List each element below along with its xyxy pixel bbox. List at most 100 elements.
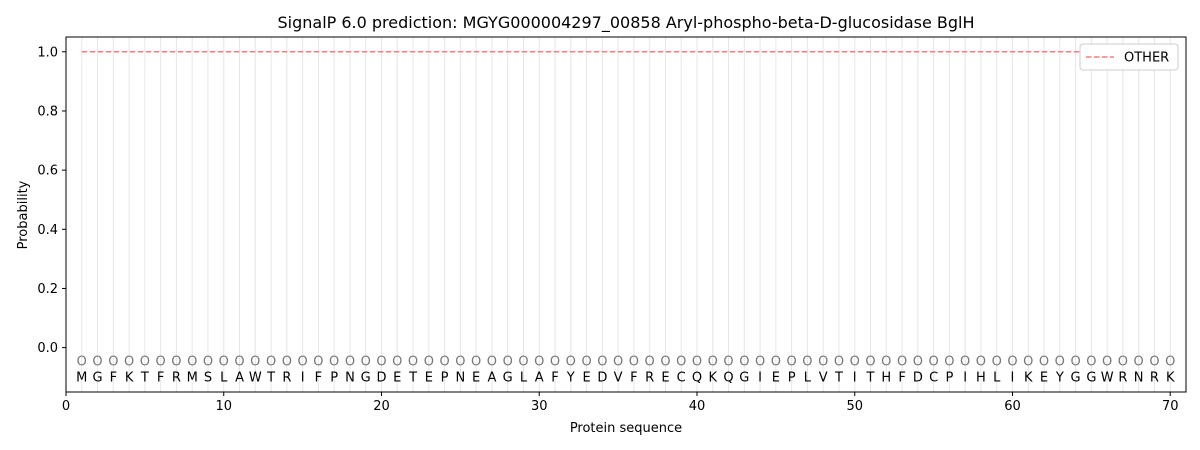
- y-tick-label: 0.6: [37, 164, 58, 179]
- residue-label: R: [1118, 371, 1127, 386]
- x-tick-label: 50: [846, 399, 863, 414]
- region-label: O: [755, 354, 765, 369]
- residue-label: F: [110, 371, 117, 386]
- residue-label: E: [582, 371, 590, 386]
- legend: OTHER: [1079, 43, 1179, 71]
- plot-frame: [65, 36, 1187, 393]
- region-label: O: [108, 354, 118, 369]
- legend-label-other: OTHER: [1124, 51, 1169, 66]
- region-label: O: [865, 354, 875, 369]
- region-label: O: [960, 354, 970, 369]
- region-label: O: [1086, 354, 1096, 369]
- region-label: O: [850, 354, 860, 369]
- residue-label: M: [187, 371, 198, 386]
- region-label: O: [1118, 354, 1128, 369]
- residue-label: K: [1166, 371, 1175, 386]
- region-label: O: [282, 354, 292, 369]
- y-axis-label: Probability: [16, 180, 31, 249]
- residue-label: W: [249, 371, 262, 386]
- residue-label: D: [597, 371, 607, 386]
- region-label: O: [1165, 354, 1175, 369]
- residue-label: E: [472, 371, 480, 386]
- region-label: O: [1070, 354, 1080, 369]
- residue-label: M: [76, 371, 87, 386]
- region-label: O: [881, 354, 891, 369]
- residue-label: K: [125, 371, 134, 386]
- region-label: O: [503, 354, 513, 369]
- residue-label: F: [157, 371, 164, 386]
- region-label: O: [834, 354, 844, 369]
- region-label: O: [629, 354, 639, 369]
- residue-label: T: [266, 371, 275, 386]
- region-label: O: [250, 354, 260, 369]
- residue-label: I: [963, 371, 967, 386]
- region-label: O: [534, 354, 544, 369]
- residue-label: I: [758, 371, 762, 386]
- residue-label: P: [788, 371, 796, 386]
- residue-label: I: [301, 371, 305, 386]
- residue-label: P: [330, 371, 338, 386]
- x-tick-label: 20: [373, 399, 390, 414]
- region-label: O: [424, 354, 434, 369]
- residue-label: V: [819, 371, 828, 386]
- region-label: O: [771, 354, 781, 369]
- y-tick-label: 0.4: [37, 223, 58, 238]
- x-tick-label: 10: [215, 399, 232, 414]
- residue-label: T: [834, 371, 843, 386]
- region-label: O: [313, 354, 323, 369]
- residue-grid: [81, 37, 1171, 392]
- region-label: O: [1039, 354, 1049, 369]
- residue-label: Y: [1055, 371, 1064, 386]
- residue-label: T: [408, 371, 417, 386]
- region-label: O: [1023, 354, 1033, 369]
- residue-label: A: [535, 371, 544, 386]
- x-tick-label: 60: [1004, 399, 1021, 414]
- y-tick-label: 1.0: [37, 45, 58, 60]
- y-tick-label: 0.2: [37, 282, 58, 297]
- residue-label: A: [487, 371, 496, 386]
- region-label: O: [581, 354, 591, 369]
- residue-label: F: [315, 371, 322, 386]
- residue-label: G: [93, 371, 103, 386]
- region-label: O: [1055, 354, 1065, 369]
- residue-label: L: [993, 371, 1001, 386]
- residue-label: D: [913, 371, 923, 386]
- residue-label: G: [1071, 371, 1081, 386]
- region-label: O: [1134, 354, 1144, 369]
- region-label: O: [1149, 354, 1159, 369]
- region-label: O: [597, 354, 607, 369]
- region-label: O: [692, 354, 702, 369]
- region-label: O: [187, 354, 197, 369]
- region-label: O: [660, 354, 670, 369]
- residue-label: R: [172, 371, 181, 386]
- legend-box: [1079, 43, 1179, 71]
- y-tick-label: 0.8: [37, 104, 58, 119]
- chart-title: SignalP 6.0 prediction: MGYG000004297_00…: [277, 13, 974, 33]
- residue-label: N: [1134, 371, 1144, 386]
- region-label: O: [976, 354, 986, 369]
- residue-label: D: [376, 371, 386, 386]
- y-axis: 0.0 0.2 0.4 0.6 0.8 1.0: [37, 45, 66, 356]
- residue-label: R: [1150, 371, 1159, 386]
- region-label: O: [92, 354, 102, 369]
- x-tick-label: 0: [62, 399, 70, 414]
- region-label: O: [266, 354, 276, 369]
- region-label: O: [471, 354, 481, 369]
- region-label: O: [708, 354, 718, 369]
- residue-label: T: [866, 371, 875, 386]
- residue-label: G: [361, 371, 371, 386]
- residue-label: K: [708, 371, 717, 386]
- region-label: O: [518, 354, 528, 369]
- residue-label: W: [1101, 371, 1114, 386]
- region-label: O: [1007, 354, 1017, 369]
- residue-label: I: [853, 371, 857, 386]
- region-label: O: [203, 354, 213, 369]
- residue-label: H: [976, 371, 986, 386]
- residue-label: A: [235, 371, 244, 386]
- region-label: O: [392, 354, 402, 369]
- residue-label: E: [661, 371, 669, 386]
- region-label: O: [802, 354, 812, 369]
- residue-label: P: [441, 371, 449, 386]
- residue-label: Q: [692, 371, 702, 386]
- x-tick-label: 40: [689, 399, 706, 414]
